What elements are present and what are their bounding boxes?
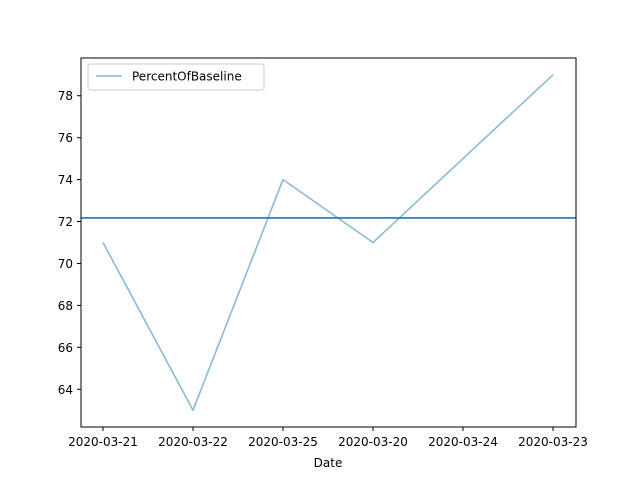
plot-area: [81, 74, 576, 412]
y-tick-label-76: 76: [58, 131, 73, 145]
legend: PercentOfBaseline: [87, 63, 265, 91]
x-axis-label: Date: [314, 456, 343, 470]
x-tick-label-2020-03-24: 2020-03-24: [428, 435, 498, 449]
x-tick-label-2020-03-22: 2020-03-22: [158, 435, 228, 449]
x-tick-label-2020-03-20: 2020-03-20: [338, 435, 408, 449]
axes-frame: [80, 57, 577, 428]
y-tick-label-70: 70: [58, 257, 73, 271]
axes: 64 66 68 70 72 74 76 78 2020-03-21 2020-03-22 2020…: [58, 57, 588, 449]
legend-label-percentofbaseline: PercentOfBaseline: [132, 70, 242, 84]
x-tick-label-2020-03-21: 2020-03-21: [68, 435, 138, 449]
legend-box: [87, 63, 265, 91]
y-tick-label-66: 66: [58, 341, 73, 355]
x-tick-label-2020-03-25: 2020-03-25: [248, 435, 318, 449]
y-tick-label-64: 64: [58, 383, 73, 397]
y-tick-label-74: 74: [58, 173, 73, 187]
series-line-percentofbaseline: [102, 74, 554, 412]
y-tick-label-68: 68: [58, 299, 73, 313]
x-tick-label-2020-03-23: 2020-03-23: [518, 435, 588, 449]
y-tick-label-72: 72: [58, 215, 73, 229]
y-tick-label-78: 78: [58, 89, 73, 103]
